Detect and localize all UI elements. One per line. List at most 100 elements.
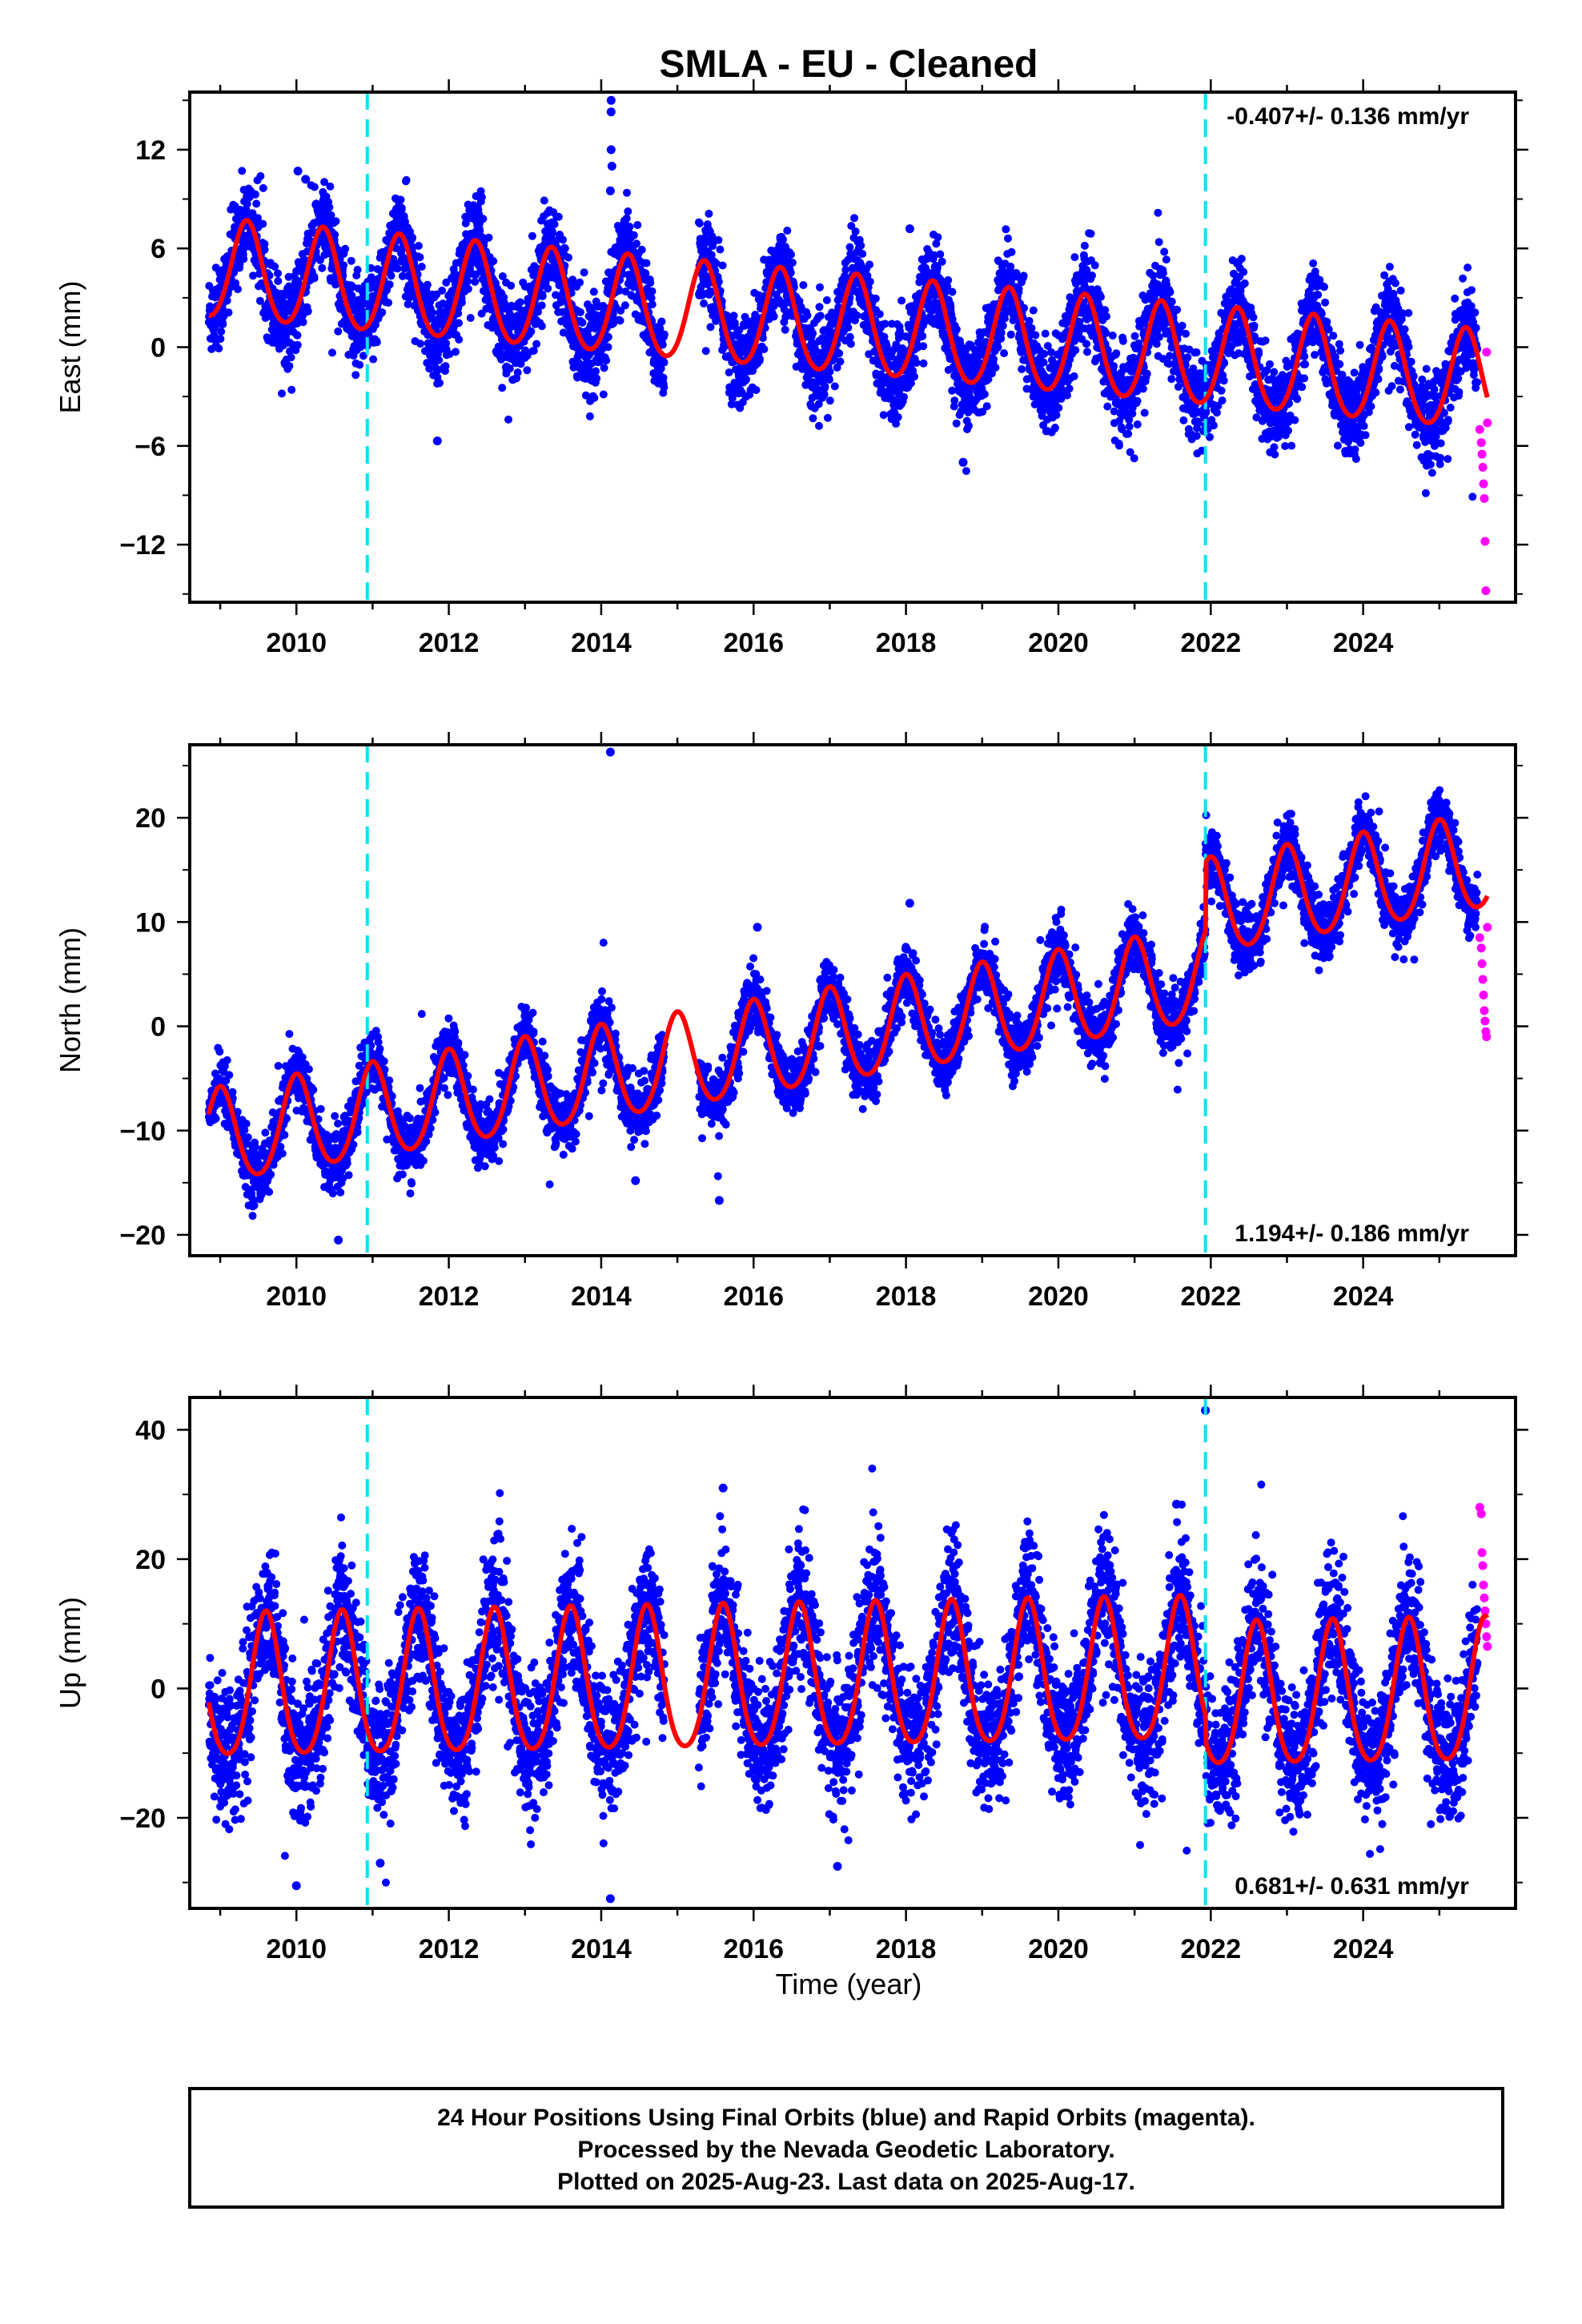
data-point <box>602 356 611 365</box>
data-point <box>1179 416 1188 424</box>
data-point <box>1130 454 1138 463</box>
data-point <box>513 368 522 377</box>
data-point <box>1102 312 1110 321</box>
data-point <box>442 339 451 348</box>
data-point <box>938 257 946 266</box>
data-point <box>1040 349 1049 358</box>
data-point <box>1112 349 1121 358</box>
data-point <box>461 219 470 227</box>
data-point <box>484 233 493 242</box>
data-point <box>823 413 832 422</box>
panel-east: 2010 2012 2014 2016 2018 2020 2022 20241260−6−1… <box>54 79 1528 658</box>
chart-title: SMLA - EU - Cleaned <box>660 43 1038 86</box>
data-point <box>623 188 631 197</box>
data-point <box>527 327 536 336</box>
data-point <box>1133 396 1142 405</box>
data-point <box>1202 408 1211 416</box>
data-point <box>397 203 406 212</box>
data-point <box>781 325 789 334</box>
data-point <box>464 277 472 286</box>
data-point <box>274 277 283 285</box>
data-point <box>334 327 343 336</box>
data-point <box>1027 324 1036 332</box>
data-point <box>1110 362 1118 371</box>
data-point <box>1192 432 1201 440</box>
data-point <box>900 392 908 401</box>
data-point <box>706 323 715 332</box>
data-point <box>416 253 424 262</box>
data-point <box>604 332 612 341</box>
data-point <box>464 284 472 293</box>
data-point <box>604 343 612 352</box>
data-point <box>1000 349 1009 358</box>
data-point <box>997 328 1006 337</box>
data-point <box>851 227 860 235</box>
east-plot-area <box>204 92 1492 602</box>
data-point <box>351 371 360 380</box>
data-point <box>1266 360 1274 368</box>
data-point <box>378 308 387 317</box>
data-point <box>918 332 927 340</box>
data-point <box>910 372 918 381</box>
data-point <box>287 385 296 394</box>
data-point <box>455 336 464 344</box>
data-point <box>1090 261 1099 270</box>
data-point <box>962 467 970 476</box>
data-point <box>642 259 651 267</box>
data-point <box>278 389 286 398</box>
data-point <box>1088 271 1096 279</box>
data-point <box>1065 384 1074 393</box>
data-point <box>219 320 227 328</box>
data-point <box>372 338 381 347</box>
data-point <box>367 278 376 287</box>
data-point <box>256 171 265 180</box>
data-point <box>1070 253 1079 262</box>
data-point <box>355 360 364 369</box>
data-point <box>445 350 454 359</box>
data-point <box>799 281 808 289</box>
data-point <box>1140 408 1149 417</box>
data-point <box>760 345 769 353</box>
data-point <box>576 278 584 287</box>
data-point <box>622 214 631 223</box>
data-point <box>633 221 642 229</box>
data-point <box>550 220 559 228</box>
data-point <box>660 330 669 339</box>
data-point <box>637 245 646 254</box>
data-point <box>1130 332 1139 340</box>
data-point <box>216 335 225 344</box>
data-point <box>576 308 584 316</box>
data-point <box>1218 396 1227 405</box>
data-point <box>328 348 336 357</box>
data-point <box>347 292 356 300</box>
data-point <box>919 342 928 351</box>
data-point <box>254 214 262 223</box>
data-point <box>1052 411 1061 420</box>
data-point <box>1219 376 1228 385</box>
data-point <box>825 396 834 405</box>
data-point <box>516 298 524 307</box>
data-point <box>718 261 727 270</box>
data-point <box>1031 331 1040 340</box>
data-point <box>894 334 903 342</box>
data-point <box>816 312 825 320</box>
data-point <box>1108 332 1117 340</box>
data-point <box>369 355 378 364</box>
data-point <box>950 396 959 405</box>
data-point <box>293 331 302 340</box>
data-point <box>1007 247 1016 256</box>
data-point <box>327 211 335 219</box>
data-point <box>857 241 865 250</box>
data-point <box>965 421 973 430</box>
data-point <box>815 303 824 312</box>
data-point <box>660 383 669 392</box>
data-point <box>1004 234 1012 243</box>
data-point <box>353 265 362 274</box>
data-point <box>1002 225 1010 234</box>
data-point <box>529 346 538 355</box>
data-point <box>1114 441 1123 450</box>
data-point <box>1152 340 1161 348</box>
data-point <box>836 357 845 366</box>
data-point <box>347 256 355 265</box>
data-point <box>331 231 339 239</box>
